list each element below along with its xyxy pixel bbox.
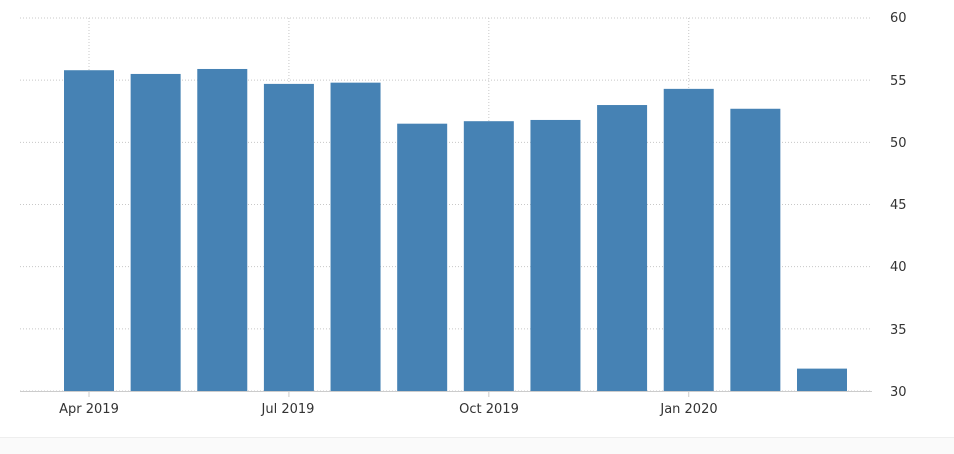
bar[interactable] (730, 108, 781, 391)
x-axis-labels: Apr 2019 Jul 2019 Oct 2019 Jan 2020 (59, 402, 717, 417)
bar[interactable] (663, 88, 714, 392)
y-tick-label: 50 (890, 136, 907, 151)
bar[interactable] (797, 368, 847, 391)
x-tick-label: Apr 2019 (59, 402, 119, 417)
y-axis-labels: 30 35 40 45 50 55 60 (890, 11, 907, 400)
bar[interactable] (397, 123, 448, 391)
y-tick-label: 60 (890, 11, 907, 26)
bar[interactable] (197, 68, 248, 391)
bar[interactable] (330, 82, 381, 392)
chart-footer-band (0, 437, 954, 454)
bars (20, 68, 872, 397)
y-tick-label: 45 (890, 198, 907, 213)
x-tick-label: Oct 2019 (459, 402, 519, 417)
y-tick-label: 30 (890, 385, 907, 400)
y-tick-label: 35 (890, 323, 907, 338)
y-tick-label: 40 (890, 260, 907, 275)
bar[interactable] (597, 105, 648, 392)
x-tick-label: Jul 2019 (261, 402, 315, 417)
bar[interactable] (130, 73, 181, 391)
bar[interactable] (263, 83, 314, 391)
y-tick-label: 55 (890, 74, 907, 89)
bar[interactable] (530, 119, 581, 391)
bar[interactable] (64, 70, 114, 391)
bar[interactable] (463, 121, 514, 392)
x-tick-label: Jan 2020 (659, 402, 717, 417)
